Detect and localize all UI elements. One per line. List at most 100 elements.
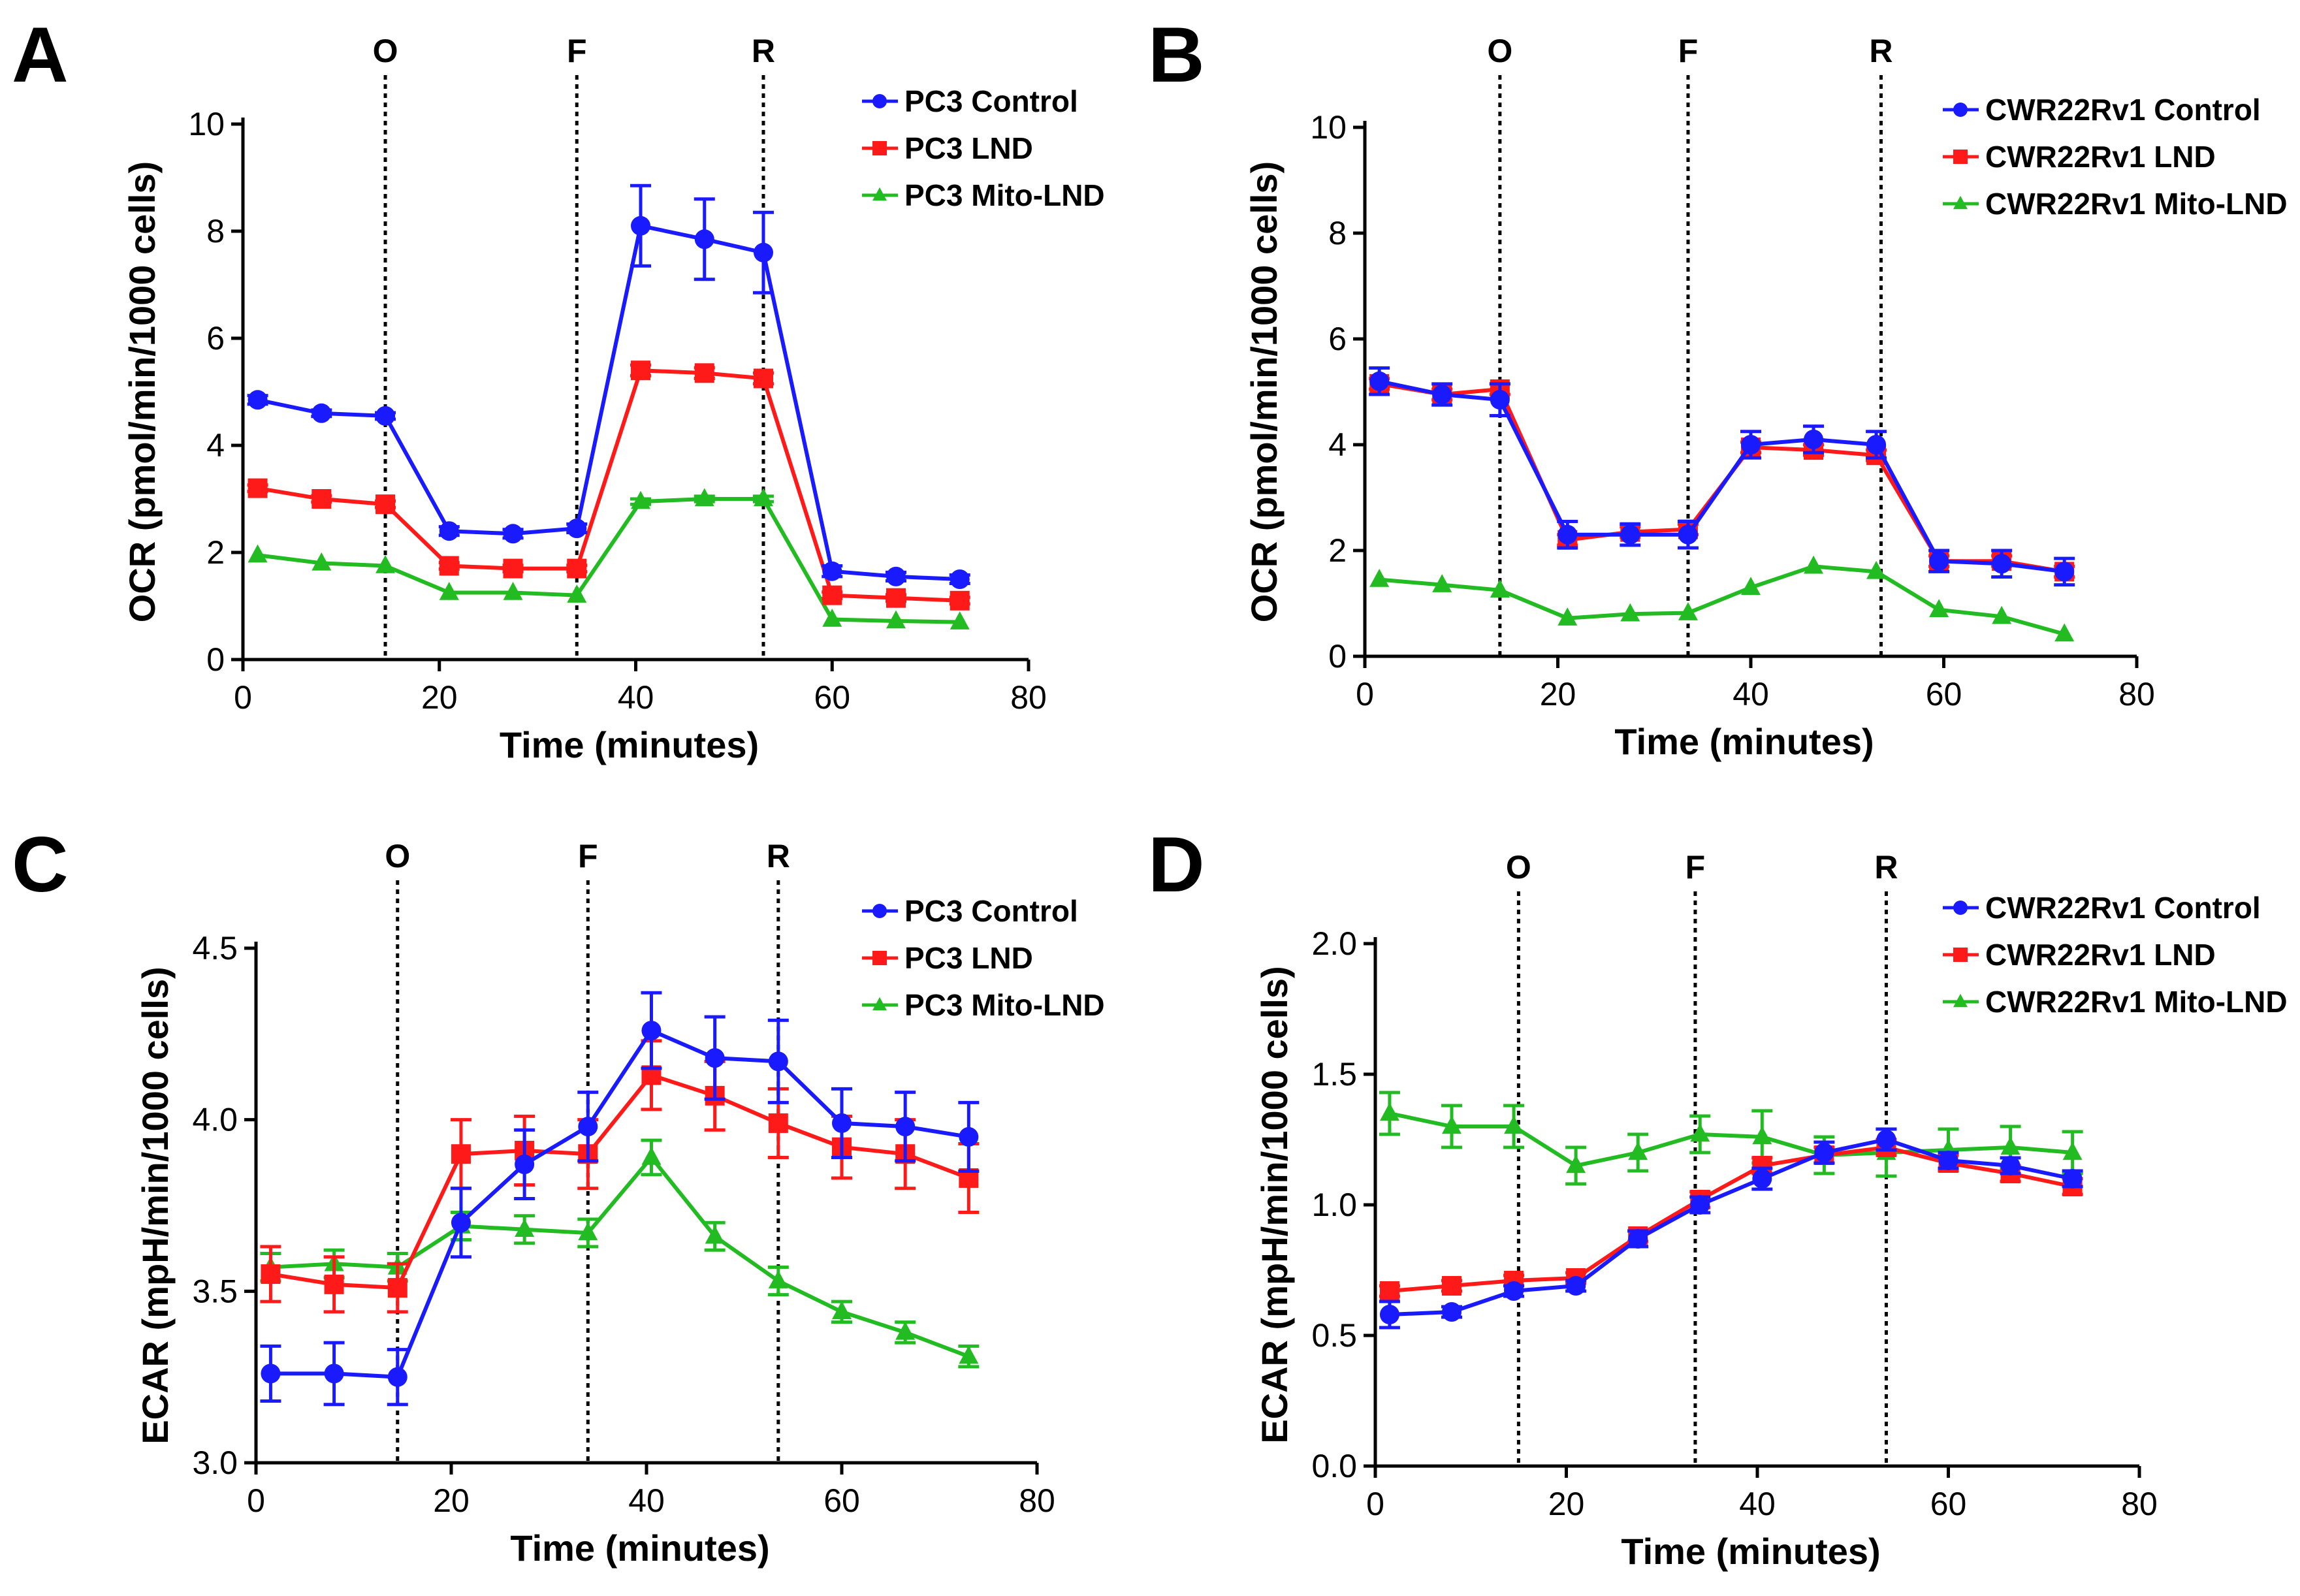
data-point (311, 552, 332, 571)
data-point (1938, 1151, 1958, 1170)
legend-marker (872, 94, 887, 108)
data-point (2000, 1136, 2020, 1155)
data-point (1752, 1169, 1772, 1189)
legend-marker (1953, 103, 1968, 117)
y-tick-label: 4 (206, 427, 225, 464)
legend-marker (1953, 948, 1968, 962)
data-point (2062, 1141, 2083, 1160)
legend-marker (872, 141, 887, 155)
y-axis-title: OCR (pmol/min/1000 cells) (121, 161, 163, 622)
y-axis-title: ECAR (mpH/min/1000 cells) (1254, 966, 1295, 1443)
data-point (567, 558, 587, 579)
data-point (1620, 524, 1640, 545)
data-point (1992, 554, 2012, 574)
data-point (261, 1364, 281, 1384)
data-point (1442, 1302, 1461, 1322)
data-point (641, 1146, 662, 1165)
legend-item: CWR22Rv1 LND (1943, 938, 2216, 972)
chart-panel-d: D O F R 0.0 0.5 1.0 1.5 2.0 0 20 40 60 80 Time (minute… (1148, 821, 2288, 1572)
x-tick-label: 0 (247, 1482, 265, 1519)
data-point (1504, 1115, 1524, 1134)
data-point (895, 1321, 916, 1340)
y-axis-title: OCR (pmol/min/1000 cells) (1243, 161, 1285, 622)
data-point (895, 1117, 916, 1137)
data-point (1557, 524, 1578, 545)
data-point (451, 1144, 471, 1164)
data-point (1752, 1126, 1772, 1145)
x-axis-title: Time (minutes) (1621, 1531, 1880, 1572)
data-point (694, 488, 714, 507)
data-point (753, 242, 773, 263)
legend-marker (1953, 150, 1968, 164)
x-tick-label: 40 (1733, 676, 1769, 712)
series-mito (260, 1138, 980, 1369)
data-point (1814, 1143, 1834, 1162)
event-label-o: O (385, 838, 410, 874)
legend-label: CWR22Rv1 Mito-LND (1985, 985, 2288, 1019)
x-tick-label: 0 (1356, 676, 1374, 712)
data-point (451, 1213, 471, 1233)
x-tick-label: 80 (1019, 1482, 1055, 1519)
data-point (832, 1113, 852, 1133)
chart-panel-a: A O F R 0 2 4 6 8 10 0 20 40 60 80 Time (minutes) OCR (p… (12, 11, 1105, 765)
data-point (1369, 569, 1390, 587)
data-point (641, 1021, 662, 1041)
legend-marker (872, 904, 887, 918)
x-tick-label: 40 (1739, 1486, 1776, 1522)
data-point (768, 1113, 788, 1133)
data-point (248, 390, 268, 410)
data-point (578, 1117, 598, 1137)
legend-item: CWR22Rv1 LND (1943, 140, 2216, 174)
data-point (694, 229, 714, 249)
data-point (1442, 1276, 1461, 1296)
y-tick-label: 1.0 (1311, 1187, 1357, 1223)
data-point (886, 588, 906, 608)
series-line (270, 1028, 969, 1379)
data-point (753, 368, 773, 389)
y-tick-label: 6 (1328, 321, 1347, 357)
legend-item: PC3 Mito-LND (862, 988, 1105, 1022)
data-point (1369, 371, 1390, 391)
legend-item: PC3 LND (862, 941, 1033, 975)
series-mito (1379, 1091, 2083, 1186)
series-line (257, 368, 960, 603)
series-control (1379, 1127, 2083, 1330)
y-tick-label: 0 (1328, 638, 1347, 675)
data-point (1866, 435, 1887, 455)
data-point (375, 406, 396, 426)
event-label-f: F (567, 33, 587, 69)
legend-marker (1953, 195, 1968, 210)
data-point (950, 569, 970, 589)
data-point (1379, 1281, 1399, 1301)
y-tick-label: 3.0 (192, 1444, 238, 1481)
data-point (1678, 602, 1698, 620)
data-point (631, 215, 651, 236)
legend-label: CWR22Rv1 Control (1985, 891, 2261, 925)
data-point (1620, 603, 1640, 622)
data-point (1490, 579, 1510, 598)
legend-item: PC3 Control (862, 84, 1078, 118)
event-label-o: O (1487, 33, 1512, 69)
event-label-o: O (1506, 849, 1531, 886)
data-point (705, 1225, 725, 1244)
x-tick-label: 40 (628, 1482, 665, 1519)
data-point (1379, 1102, 1399, 1121)
panel-label: A (12, 11, 69, 99)
data-point (439, 521, 459, 541)
legend-item: CWR22Rv1 Control (1943, 891, 2261, 925)
y-tick-label: 2 (206, 534, 225, 571)
legend-label: PC3 Control (904, 894, 1078, 928)
series-lnd (247, 360, 970, 611)
data-point (1690, 1195, 1710, 1215)
data-point (631, 360, 651, 381)
data-point (950, 590, 970, 611)
y-tick-label: 2 (1328, 532, 1347, 569)
legend-item: PC3 Mito-LND (862, 178, 1105, 212)
data-point (1866, 560, 1887, 579)
data-point (2062, 1169, 2083, 1189)
legend-marker (872, 951, 887, 965)
event-label-o: O (373, 33, 398, 69)
series-mito (248, 488, 970, 630)
legend-label: CWR22Rv1 Control (1985, 93, 2261, 127)
